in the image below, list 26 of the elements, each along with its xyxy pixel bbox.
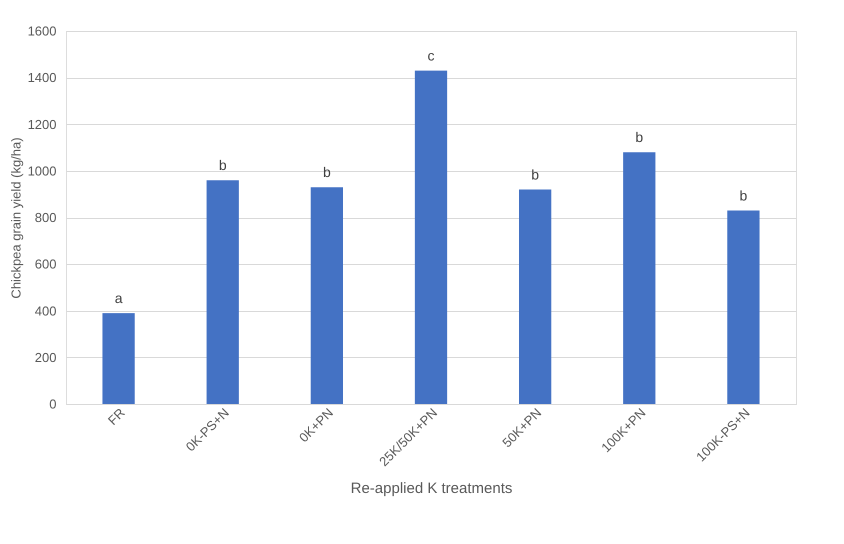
bar (102, 313, 135, 404)
y-tick-label: 800 (34, 210, 56, 225)
y-tick-label: 200 (34, 350, 56, 365)
bar (414, 70, 448, 404)
bar (727, 210, 760, 404)
y-tick-label: 1400 (28, 70, 56, 86)
x-axis-title: Re-applied K treatments (350, 480, 512, 498)
bar (206, 180, 239, 404)
bar (310, 187, 344, 404)
annotation: b (322, 164, 331, 180)
bar (623, 152, 656, 404)
bar (518, 190, 552, 404)
y-tick-label: 0 (49, 396, 56, 412)
annotation: b (218, 157, 227, 174)
annotation: c (428, 48, 434, 64)
y-tick-label: 1200 (28, 116, 56, 132)
x-tick-label: FR (104, 405, 128, 428)
annotation: b (740, 188, 748, 204)
y-tick-label: 1000 (28, 163, 56, 178)
y-axis-title: Chickpea grain yield (kg/ha) (8, 137, 24, 299)
annotation: b (531, 166, 540, 183)
annotation: a (114, 290, 123, 306)
annotation: b (635, 129, 644, 146)
y-tick-label: 600 (34, 256, 56, 272)
y-tick-label: 400 (34, 303, 56, 318)
y-tick-label: 1600 (28, 24, 56, 38)
